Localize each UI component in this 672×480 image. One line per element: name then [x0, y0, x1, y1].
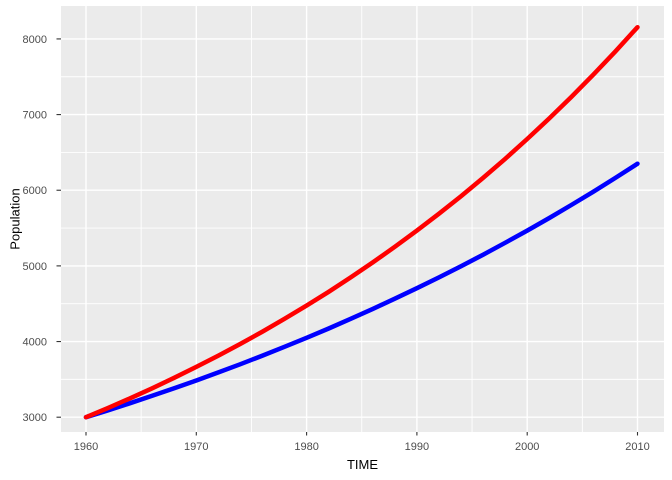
x-tick-label: 2010 — [625, 441, 649, 453]
y-tick-label: 7000 — [23, 110, 47, 122]
y-tick-label: 6000 — [23, 185, 47, 197]
y-axis-title: Population — [7, 188, 23, 250]
x-tick-label: 1990 — [405, 441, 429, 453]
y-tick-label: 3000 — [23, 412, 47, 424]
series-blue-line — [83, 161, 640, 420]
x-tick-label: 1980 — [294, 441, 318, 453]
y-tick-label: 4000 — [23, 337, 47, 349]
x-tick-label: 1960 — [74, 441, 98, 453]
y-tick-label: 8000 — [23, 34, 47, 46]
x-tick-label: 2000 — [515, 441, 539, 453]
y-tick-label: 5000 — [23, 261, 47, 273]
x-axis-title: TIME — [346, 457, 379, 472]
x-tick-label: 1970 — [184, 441, 208, 453]
series-red-line — [83, 24, 640, 420]
plot-panel — [61, 6, 664, 432]
